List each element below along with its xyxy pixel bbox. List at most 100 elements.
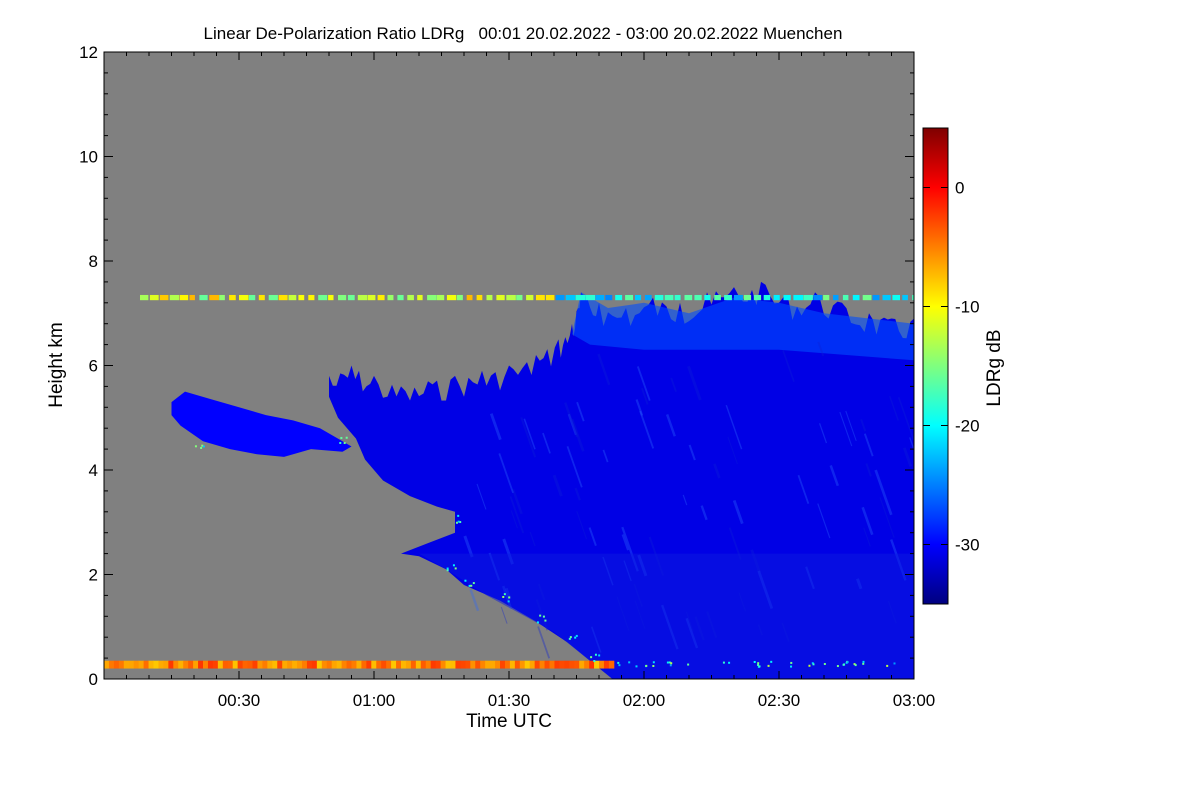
- ground-speckle: [652, 664, 655, 667]
- thin-layer-segment: [437, 294, 445, 301]
- y-tick-label: 8: [89, 252, 98, 271]
- edge-speckle: [593, 660, 596, 663]
- edge-speckle: [468, 584, 471, 587]
- x-tick-label: 00:30: [218, 691, 261, 710]
- surface-layer-segment: [544, 660, 550, 669]
- thin-layer-segment: [476, 294, 483, 301]
- thin-layer-segment: [387, 294, 394, 301]
- cloud-texture-streak: [817, 341, 825, 357]
- ground-speckle: [652, 661, 655, 664]
- thin-layer-segment: [862, 294, 872, 301]
- cloud-texture-streak: [889, 395, 899, 421]
- thin-layer-segment: [328, 294, 334, 301]
- cloud-texture-streak: [510, 510, 518, 529]
- cloud-texture-streak: [566, 445, 583, 488]
- surface-layer-segment: [455, 660, 461, 669]
- surface-layer-segment: [361, 660, 367, 669]
- edge-speckle: [590, 656, 593, 659]
- ground-speckle: [862, 662, 865, 665]
- surface-layer-segment: [326, 660, 333, 669]
- thin-layer-segment: [842, 294, 849, 301]
- surface-layer-segment: [108, 660, 115, 669]
- surface-layer-segment: [589, 660, 595, 669]
- cloud-texture-streak: [863, 527, 871, 547]
- cloud-texture-streak: [682, 494, 688, 506]
- thin-layer-segment: [595, 294, 605, 301]
- colorbar-ticks: 0 -10 -20 -30: [923, 179, 980, 555]
- thin-layer-segment: [823, 294, 830, 301]
- ground-speckle: [812, 663, 815, 666]
- thin-layer-segment: [783, 294, 791, 301]
- thin-layer-segment: [635, 294, 642, 301]
- edge-speckle: [542, 615, 545, 618]
- surface-layer-segment: [401, 660, 407, 669]
- surface-layer-segment: [366, 660, 372, 669]
- surface-layer-segment: [311, 660, 318, 669]
- thin-layer-segment: [367, 294, 376, 301]
- cloud-texture-streak: [570, 418, 585, 452]
- cloud-texture-streak: [874, 469, 893, 516]
- cloud-texture-streak: [500, 606, 508, 624]
- surface-layer-segment: [435, 660, 442, 669]
- surface-layer-segment: [391, 660, 397, 669]
- surface-layer-segment: [440, 660, 446, 669]
- colorbar-tick-label: -10: [955, 298, 980, 317]
- edge-speckle: [539, 614, 542, 617]
- ground-speckle: [758, 665, 761, 668]
- cloud-texture-streak: [725, 404, 743, 450]
- surface-layer-segment: [113, 660, 120, 669]
- surface-layer-segment: [331, 660, 338, 669]
- edge-speckle: [194, 445, 197, 448]
- ground-speckle: [618, 664, 621, 667]
- edge-speckle: [446, 567, 449, 570]
- thin-layer-segment: [248, 294, 256, 301]
- thin-layer-segment: [793, 294, 804, 301]
- edge-speckle: [343, 442, 346, 445]
- edge-speckle: [454, 567, 457, 570]
- edge-speckle: [200, 446, 203, 449]
- thin-layer-segment: [743, 294, 752, 301]
- cloud-texture-streak: [909, 437, 914, 452]
- cloud-texture-streak: [529, 531, 536, 547]
- cloud-texture-streak: [635, 399, 644, 416]
- thin-layer-segment: [466, 294, 473, 301]
- thin-layer-segment: [169, 294, 180, 301]
- surface-layer-segment: [608, 660, 615, 669]
- surface-layer-segment: [212, 660, 219, 669]
- y-axis-label: Height km: [46, 322, 67, 408]
- ground-speckle: [728, 661, 731, 664]
- thin-layer-segment: [427, 294, 437, 301]
- thin-layer-segment: [575, 294, 586, 301]
- cloud-texture-streak: [576, 511, 588, 540]
- thin-layer-segment: [605, 294, 613, 301]
- surface-layer-segment: [599, 660, 605, 669]
- colorbar-tick-label: -30: [955, 536, 980, 555]
- cloud-texture-streak: [641, 387, 649, 405]
- x-tick-label: 03:00: [893, 691, 936, 710]
- surface-layer-segment: [475, 660, 481, 669]
- cloud-texture-streak: [469, 588, 480, 612]
- thin-layer-segment: [852, 294, 860, 301]
- surface-layer-segment: [247, 660, 253, 669]
- cloud-texture-streak: [588, 527, 597, 547]
- isolated-cloud-region: [171, 391, 352, 457]
- thin-layer-segment: [308, 294, 315, 301]
- thin-layer-segment: [288, 294, 297, 301]
- edge-speckle: [340, 436, 343, 439]
- surface-layer-segment: [490, 660, 496, 669]
- thin-layer-segment: [377, 294, 385, 301]
- thin-layer-segment: [585, 294, 596, 301]
- thin-layer-segment: [694, 294, 702, 301]
- surface-layer-segment: [450, 660, 456, 669]
- cloud-texture-streak: [845, 410, 857, 442]
- cloud-texture-streak: [861, 506, 874, 536]
- surface-layer-segment: [410, 660, 417, 669]
- surface-layer-segment: [217, 660, 224, 669]
- thin-layer-segment: [763, 294, 771, 301]
- edge-speckle: [470, 584, 473, 587]
- thin-layer-segment: [882, 294, 891, 301]
- surface-layer-segment: [287, 660, 293, 669]
- cloud-texture-streak: [732, 499, 744, 525]
- thin-layer-segment: [724, 294, 732, 301]
- surface-layer-segment: [549, 660, 555, 669]
